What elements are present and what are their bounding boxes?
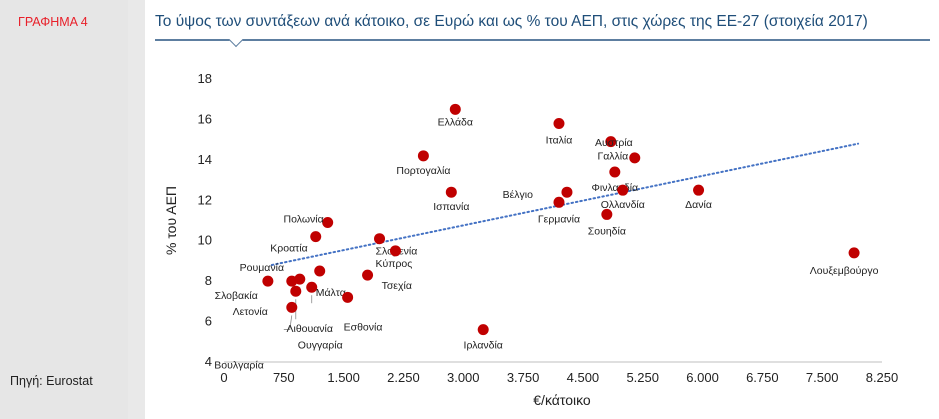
- data-point: [374, 233, 386, 245]
- y-tick-label: 4: [205, 354, 212, 369]
- data-point: [314, 265, 326, 277]
- y-tick-label: 16: [198, 111, 212, 126]
- point-label: Πορτογαλία: [396, 165, 450, 177]
- x-tick-label: 0: [220, 370, 227, 385]
- x-tick-label: 5.250: [626, 370, 659, 385]
- data-point: [848, 247, 860, 259]
- point-label: Πολωνία: [284, 214, 324, 226]
- point-label: Γερμανία: [538, 213, 580, 225]
- point-label: Σλοβακία: [215, 290, 258, 302]
- point-label: Βουλγαρία: [214, 359, 264, 371]
- data-point: [294, 273, 306, 285]
- point-label: Γαλλία: [597, 151, 628, 163]
- source-note: Πηγή: Eurostat: [10, 374, 93, 388]
- point-label: Ρουμανία: [240, 262, 284, 274]
- data-point: [693, 184, 705, 196]
- data-point: [553, 117, 565, 129]
- y-tick-label: 12: [198, 192, 212, 207]
- point-label: Βέλγιο: [503, 189, 534, 201]
- trendline: [270, 142, 860, 266]
- x-tick-label: 3.000: [447, 370, 480, 385]
- title-underline: [155, 39, 930, 41]
- x-axis-title: €/κάτοικο: [533, 392, 591, 408]
- y-tick-label: 14: [198, 152, 212, 167]
- data-point: [389, 245, 401, 257]
- leader-line: [283, 315, 293, 330]
- y-axis-title: % του ΑΕΠ: [163, 186, 179, 255]
- data-point: [561, 186, 573, 198]
- data-point: [342, 291, 354, 303]
- point-label: Ουγγαρία: [298, 339, 343, 351]
- data-point: [605, 136, 617, 148]
- point-label: Αυστρία: [595, 137, 633, 149]
- data-point: [310, 231, 322, 243]
- data-point: [290, 285, 302, 297]
- data-point: [445, 186, 457, 198]
- y-tick-label: 8: [205, 273, 212, 288]
- point-label: Τσεχία: [382, 280, 412, 292]
- x-tick-label: 750: [273, 370, 295, 385]
- data-point: [609, 166, 621, 178]
- data-point: [362, 269, 374, 281]
- data-point: [629, 152, 641, 164]
- point-label: Λιθουανία: [286, 323, 333, 335]
- point-label: Σουηδία: [588, 225, 626, 237]
- x-tick-label: 7.500: [806, 370, 839, 385]
- data-point: [617, 184, 629, 196]
- data-point: [601, 208, 613, 220]
- data-point: [477, 324, 489, 336]
- x-tick-label: 1.500: [327, 370, 360, 385]
- y-tick-label: 6: [205, 314, 212, 329]
- point-label: Λουξεμβούργο: [810, 265, 879, 277]
- point-label: Εσθονία: [344, 321, 383, 333]
- data-point: [262, 275, 274, 287]
- point-label: Κύπρος: [375, 258, 412, 270]
- y-tick-label: 18: [198, 71, 212, 86]
- sidebar-panel: ΓΡΑΦΗΜΑ 4 Πηγή: Eurostat: [0, 0, 128, 419]
- point-label: Ελλάδα: [438, 116, 473, 128]
- data-point: [449, 103, 461, 115]
- chart-title: Το ύψος των συντάξεων ανά κάτοικο, σε Ευ…: [155, 13, 868, 30]
- point-label: Ιταλία: [546, 134, 573, 146]
- x-tick-label: 2.250: [387, 370, 420, 385]
- point-label: Ισπανία: [433, 201, 469, 213]
- data-point: [286, 301, 298, 313]
- x-tick-label: 4.500: [567, 370, 600, 385]
- point-label: Ολλανδία: [601, 199, 645, 211]
- x-tick-label: 6.750: [746, 370, 779, 385]
- point-label: Μάλτα: [316, 287, 346, 299]
- data-point: [417, 150, 429, 162]
- point-label: Κροατία: [270, 243, 307, 255]
- data-point: [306, 281, 318, 293]
- x-tick-label: 6.000: [686, 370, 719, 385]
- point-label: Λετονία: [233, 306, 268, 318]
- x-tick-label: 3.750: [507, 370, 540, 385]
- point-label: Δανία: [685, 199, 712, 211]
- y-tick-label: 10: [198, 233, 212, 248]
- figure-label: ΓΡΑΦΗΜΑ 4: [18, 15, 88, 29]
- data-point: [322, 217, 334, 229]
- x-tick-label: 8.250: [866, 370, 899, 385]
- data-point: [553, 196, 565, 208]
- point-label: Φινλανδία: [591, 182, 638, 194]
- point-label: Ιρλανδία: [464, 340, 503, 352]
